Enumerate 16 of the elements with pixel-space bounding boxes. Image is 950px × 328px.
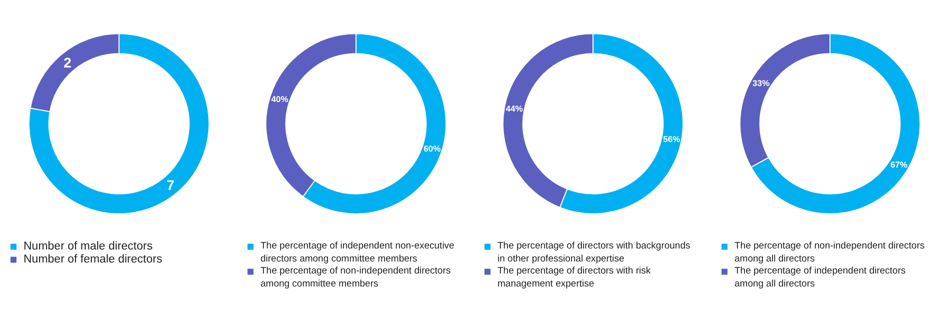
legend-label: The percentage of independent directors among all directors [734,266,906,290]
data-label: 7 [166,177,175,194]
data-label: 60% [424,143,442,154]
legend-label: Number of male directors [24,240,153,253]
legend-label: The percentage of directors with risk management expertise [498,266,651,290]
data-label: 67% [890,160,908,170]
legend-label: The percentage of non-independent directors among all directors [734,240,925,264]
data-label: 56% [663,134,681,144]
data-label: 2 [64,54,72,70]
legend-label: The percentage of non-independent directors among committee members [260,266,451,290]
data-label: 33% [752,78,770,88]
legend-label: Number of female directors [24,254,162,266]
legend-label: The percentage of directors with backgrounds in other professional expertise [498,240,690,264]
data-label: 40% [271,94,289,104]
data-label: 44% [506,104,524,114]
legend-label: The percentage of independent non-executive directors among committee members [260,240,454,264]
